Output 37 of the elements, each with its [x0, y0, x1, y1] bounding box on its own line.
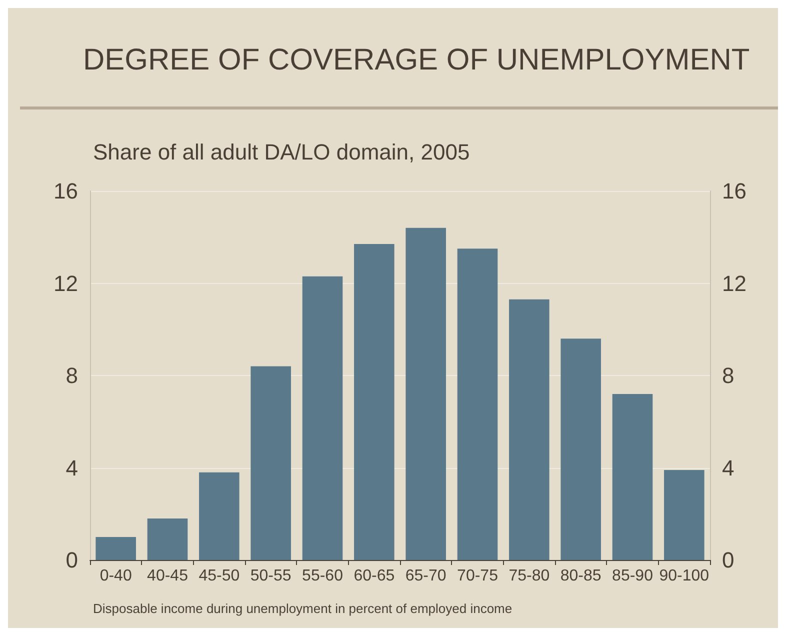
- bar: [457, 248, 498, 560]
- bar: [302, 276, 343, 560]
- x-tick-label: 70-75: [457, 568, 498, 584]
- y2-tick-label: 0: [722, 548, 734, 572]
- x-tick-label: 0-40: [100, 568, 132, 584]
- x-tick-label: 60-65: [354, 568, 395, 584]
- x-tick-label: 75-80: [508, 568, 550, 584]
- chart-subtitle: Share of all adult DA/LO domain, 2005: [93, 140, 470, 164]
- y2-tick-label: 8: [722, 363, 734, 388]
- y-tick-label: 4: [66, 455, 78, 480]
- x-tick-label: 45-50: [198, 568, 240, 584]
- bar: [199, 472, 240, 560]
- y-tick-label: 16: [54, 178, 78, 204]
- x-tick-label: 55-60: [302, 568, 344, 584]
- y-tick-label: 0: [66, 548, 78, 572]
- bar: [612, 394, 653, 560]
- bar: [354, 244, 394, 560]
- y-tick-label: 12: [54, 270, 78, 296]
- bar: [96, 536, 136, 560]
- x-axis-title: Disposable income during unemployment in percent of employed income: [93, 601, 512, 616]
- y2-tick-label: 4: [722, 455, 734, 480]
- y2-tick-label: 12: [722, 270, 746, 296]
- bar: [509, 299, 550, 560]
- x-tick-label: 50-55: [250, 568, 292, 584]
- bar: [250, 366, 291, 560]
- bar: [406, 228, 446, 560]
- x-tick-label: 40-45: [147, 568, 188, 584]
- bar: [664, 470, 704, 560]
- x-tick-label: 65-70: [405, 568, 446, 584]
- y-tick-label: 8: [66, 363, 78, 388]
- x-tick-label: 90-100: [659, 568, 710, 584]
- bar: [560, 338, 601, 560]
- x-tick-label: 85-90: [612, 568, 654, 584]
- bar: [147, 518, 188, 560]
- x-tick-label: 80-85: [560, 568, 602, 584]
- chart-title: DEGREE OF COVERAGE OF UNEMPLOYMENT: [83, 44, 750, 76]
- y2-tick-label: 16: [722, 178, 746, 204]
